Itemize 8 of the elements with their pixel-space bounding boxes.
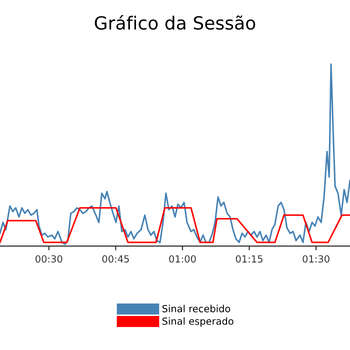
x-tick-label: 00:30 [36,255,62,263]
legend-label: Sinal esperado [162,317,234,327]
x-tick-label: 00:45 [102,255,129,263]
legend-label: Sinal recebido [162,304,230,312]
x-tick-label: 01:15 [236,255,262,263]
chart-title: Gráfico da Sessão [94,15,256,30]
x-tick-label: 01:30 [302,255,330,263]
x-tick-label: 01:00 [169,255,196,263]
